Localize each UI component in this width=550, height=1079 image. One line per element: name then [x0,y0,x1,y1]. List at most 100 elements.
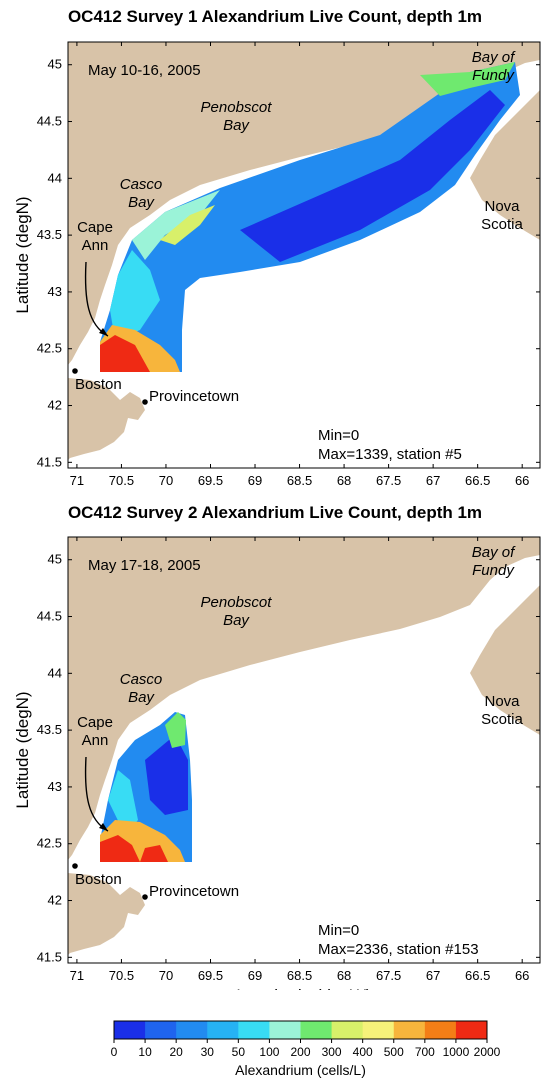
panel1-map: 71 70.5 70 69.5 69 68.5 68 67.5 67 66.5 66 41.5 42 42… [13,41,541,488]
provincetown-dot [142,894,148,900]
colorbar-swatch [269,1021,301,1039]
colorbar-swatch [207,1021,239,1039]
colorbar-swatch [145,1021,177,1039]
boston-label: Boston [75,376,122,393]
cape-ann-arrowhead [99,823,108,831]
penobscot-label-2: Bay [223,117,250,134]
x-tick-label: 70 [159,968,173,983]
land-nova-scotia [470,585,540,735]
colorbar-tick-label: 20 [169,1045,183,1059]
colorbar-label: Alexandrium (cells/L) [235,1062,366,1078]
max-stat: Max=2336, station #153 [318,941,479,958]
penobscot-label-1: Penobscot [201,99,273,116]
x-tick-label: 66.5 [465,473,490,488]
cape-label-1: Cape [77,219,113,236]
x-tick-label: 68.5 [287,968,312,983]
panel2-map: 71 70.5 70 69.5 69 68.5 68 67.5 67 66.5 66 41.5 42 42… [13,536,541,990]
y-tick-label: 45 [48,57,62,72]
x-tick-label: 69 [248,473,262,488]
y-tick-label: 43.5 [37,722,62,737]
y-tick-label: 44.5 [37,609,62,624]
cape-label-1: Cape [77,714,113,731]
x-tick-label: 67 [426,968,440,983]
x-tick-label: 66.5 [465,968,490,983]
fundy-label-1: Bay of [472,49,516,66]
panel1-title: OC412 Survey 1 Alexandrium Live Count, d… [67,7,483,26]
plot-frame [67,536,541,964]
plot-frame [67,41,541,469]
colorbar: 0 10 20 30 50 100 200 300 400 500 700 1000 2000 Alexa… [111,1020,501,1078]
date-label: May 17-18, 2005 [88,557,201,574]
y-tick-label: 44 [48,170,62,185]
x-tick-label: 68 [337,968,351,983]
x-tick-label: 67.5 [376,473,401,488]
colorbar-swatch [114,1021,146,1039]
blob-low-1 [240,90,505,262]
colorbar-tick-label: 400 [353,1045,373,1059]
land-cape-cod [68,378,145,460]
blob-low-2 [145,735,188,815]
y-tick-label: 43.5 [37,227,62,242]
blob-red-2 [100,835,168,862]
blob-yellow-1 [160,205,215,245]
casco-label-1: Casco [120,671,163,688]
boston-label: Boston [75,871,122,888]
land-cape-cod [68,873,145,955]
x-tick-label: 70.5 [109,473,134,488]
fundy-label-1: Bay of [472,544,516,561]
colorbar-tick-label: 300 [322,1045,342,1059]
colorbar-tick-label: 30 [201,1045,215,1059]
map-area [68,42,540,460]
colorbar-tick-label: 50 [232,1045,246,1059]
casco-label-1: Casco [120,176,163,193]
colorbar-swatch [300,1021,333,1039]
casco-label-2: Bay [128,194,155,211]
date-label: May 10-16, 2005 [88,62,201,79]
colorbar-swatch [362,1021,395,1039]
colorbar-tick-label: 200 [290,1045,310,1059]
x-tick-label: 71 [70,968,84,983]
colorbar-swatch [331,1021,364,1039]
boston-dot [72,368,78,374]
land-nova-scotia [470,90,540,240]
colorbar-tick-label: 700 [415,1045,435,1059]
y-tick-label: 41.5 [37,949,62,964]
fundy-label-2: Fundy [472,67,515,84]
x-tick-label: 69 [248,968,262,983]
blob-red-1 [100,335,150,372]
fundy-label-2: Fundy [472,562,515,579]
blob-green-2 [165,712,186,748]
min-stat: Min=0 [318,427,359,444]
colorbar-swatch [455,1021,488,1039]
nova-label-2: Scotia [481,216,523,233]
y-tick-label: 45 [48,552,62,567]
colorbar-tick-label: 0 [111,1045,118,1059]
y-tick-label: 42.5 [37,836,62,851]
blob-green-1 [420,62,515,96]
penobscot-label-2: Bay [223,612,250,629]
y-axis-label: Latitude (degN) [13,196,32,313]
max-stat: Max=1339, station #5 [318,446,462,463]
x-axis-label: Longitude (degW) [236,986,371,990]
provincetown-label: Provincetown [149,388,239,405]
provincetown-label: Provincetown [149,883,239,900]
y-tick-label: 42.5 [37,341,62,356]
x-tick-label: 66 [515,473,529,488]
y-tick-label: 42 [48,893,62,908]
colorbar-tick-label: 1000 [443,1045,470,1059]
colorbar-tick-label: 2000 [474,1045,501,1059]
nova-label-1: Nova [484,198,520,215]
land-maine-coast [68,537,540,860]
colorbar-swatch [393,1021,426,1039]
colorbar-swatch [424,1021,457,1039]
x-tick-label: 68 [337,473,351,488]
penobscot-label-1: Penobscot [201,594,273,611]
x-tick-label: 70.5 [109,968,134,983]
min-stat: Min=0 [318,922,359,939]
blob-cyan-2 [108,770,138,835]
y-tick-label: 44 [48,665,62,680]
x-tick-label: 66 [515,968,529,983]
x-tick-label: 70 [159,473,173,488]
panel2-title: OC412 Survey 2 Alexandrium Live Count, d… [67,503,483,522]
